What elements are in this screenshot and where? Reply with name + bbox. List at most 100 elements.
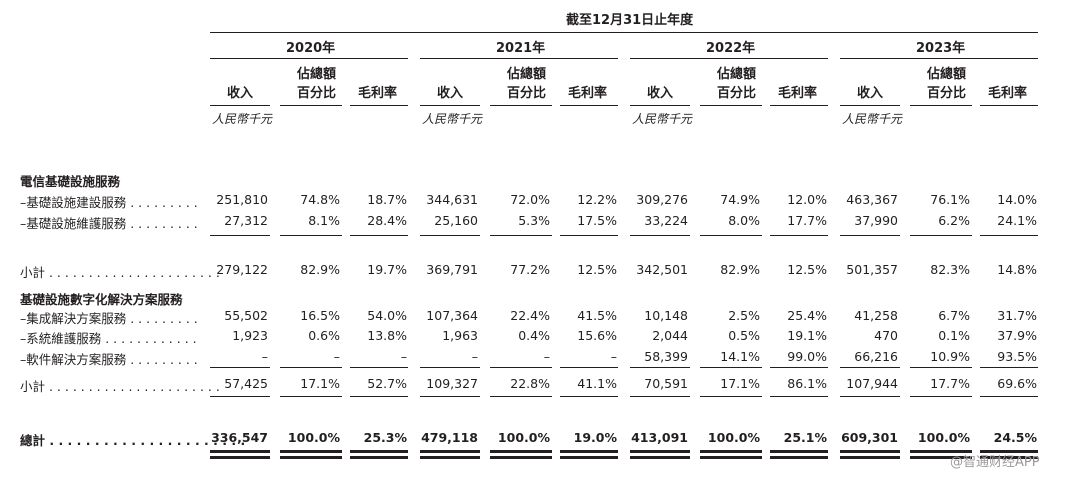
table-cell: 369,791 [426, 262, 478, 277]
table-cell: 17.7% [787, 213, 827, 228]
total-rule [280, 396, 342, 397]
table-cell: 609,301 [841, 430, 898, 445]
total-rule [770, 396, 828, 397]
table-cell: 19.7% [367, 262, 407, 277]
subtotal-rule [910, 235, 972, 236]
total-double-rule [910, 456, 972, 459]
table-cell: 470 [874, 328, 898, 343]
table-cell: 22.4% [510, 308, 550, 323]
table-cell: 17.1% [300, 376, 340, 391]
total-double-rule [280, 456, 342, 459]
table-cell: 10.9% [930, 349, 970, 364]
total-double-rule [910, 450, 972, 453]
subtotal-rule [770, 235, 828, 236]
table-cell: 66,216 [854, 349, 898, 364]
total-double-rule [630, 450, 690, 453]
subtotal-rule [350, 235, 408, 236]
subtotal-rule [910, 367, 972, 368]
subtotal-rule [420, 367, 480, 368]
table-cell: 17.1% [720, 376, 760, 391]
col-header-rule [280, 105, 342, 106]
col-share-header-2: 百分比 [297, 86, 337, 101]
table-cell: – [610, 349, 617, 364]
subtotal-rule [630, 367, 690, 368]
year-rule [630, 58, 828, 59]
subtotal-label: 小計 . . . . . . . . . . . . . . . . . . .… [20, 379, 220, 394]
period-header: 截至12月31日止年度 [566, 13, 694, 28]
table-cell: 74.8% [300, 192, 340, 207]
table-cell: 14.1% [720, 349, 760, 364]
table-cell: – [261, 349, 268, 364]
line-item-label: –基礎設施維護服務 . . . . . . . . . [20, 216, 198, 231]
table-cell: 342,501 [636, 262, 688, 277]
table-cell: 501,357 [846, 262, 898, 277]
subtotal-rule [350, 367, 408, 368]
col-share-header-2: 百分比 [717, 86, 757, 101]
table-cell: – [471, 349, 478, 364]
table-cell: 93.5% [997, 349, 1037, 364]
line-item-label: –軟件解決方案服務 . . . . . . . . . [20, 352, 198, 367]
line-item-label: –系統維護服務 . . . . . . . . . . . . [20, 331, 197, 346]
year-rule [210, 58, 408, 59]
table-cell: 336,547 [211, 430, 268, 445]
total-double-rule [840, 450, 900, 453]
table-cell: 17.7% [930, 376, 970, 391]
table-cell: 69.6% [997, 376, 1037, 391]
col-revenue-header: 收入 [227, 86, 254, 101]
total-rule [630, 396, 690, 397]
table-cell: 17.5% [577, 213, 617, 228]
total-double-rule [980, 450, 1038, 453]
total-double-rule [770, 456, 828, 459]
col-header-rule [910, 105, 972, 106]
table-cell: 37,990 [854, 213, 898, 228]
table-cell: 14.8% [997, 262, 1037, 277]
col-header-rule [210, 105, 270, 106]
total-rule [210, 396, 270, 397]
table-cell: 2,044 [652, 328, 688, 343]
total-rule [980, 396, 1038, 397]
unit-label: 人民幣千元 [422, 112, 483, 126]
section-heading: 電信基礎設施服務 [20, 174, 121, 189]
subtotal-rule [840, 367, 900, 368]
col-header-rule [770, 105, 828, 106]
table-cell: 279,122 [216, 262, 268, 277]
total-double-rule [560, 456, 618, 459]
col-header-rule [630, 105, 690, 106]
unit-label: 人民幣千元 [212, 112, 273, 126]
col-margin-header: 毛利率 [568, 86, 608, 101]
col-revenue-header: 收入 [437, 86, 464, 101]
table-cell: 13.8% [367, 328, 407, 343]
table-cell: 100.0% [917, 430, 970, 445]
subtotal-rule [210, 235, 270, 236]
table-cell: – [543, 349, 550, 364]
col-header-rule [490, 105, 552, 106]
subtotal-rule [280, 367, 342, 368]
table-cell: 12.5% [577, 262, 617, 277]
table-cell: 41.1% [577, 376, 617, 391]
table-cell: 344,631 [426, 192, 478, 207]
table-cell: 82.9% [300, 262, 340, 277]
table-cell: 72.0% [510, 192, 550, 207]
col-header-rule [980, 105, 1038, 106]
total-double-rule [420, 450, 480, 453]
table-cell: 8.0% [728, 213, 760, 228]
subtotal-rule [560, 235, 618, 236]
table-cell: 413,091 [631, 430, 688, 445]
table-cell: 1,923 [232, 328, 268, 343]
table-cell: 57,425 [224, 376, 268, 391]
col-share-header-1: 佔總額 [927, 67, 967, 82]
table-cell: 107,944 [846, 376, 898, 391]
table-cell: 107,364 [426, 308, 478, 323]
subtotal-rule [980, 367, 1038, 368]
table-cell: 27,312 [224, 213, 268, 228]
table-cell: 19.0% [573, 430, 617, 445]
total-rule [420, 396, 480, 397]
table-cell: 24.1% [997, 213, 1037, 228]
total-double-rule [700, 450, 762, 453]
table-cell: 55,502 [224, 308, 268, 323]
line-item-label: –基礎設施建設服務 . . . . . . . . . [20, 195, 198, 210]
total-rule [350, 396, 408, 397]
table-cell: 12.5% [787, 262, 827, 277]
col-revenue-header: 收入 [857, 86, 884, 101]
total-rule [700, 396, 762, 397]
